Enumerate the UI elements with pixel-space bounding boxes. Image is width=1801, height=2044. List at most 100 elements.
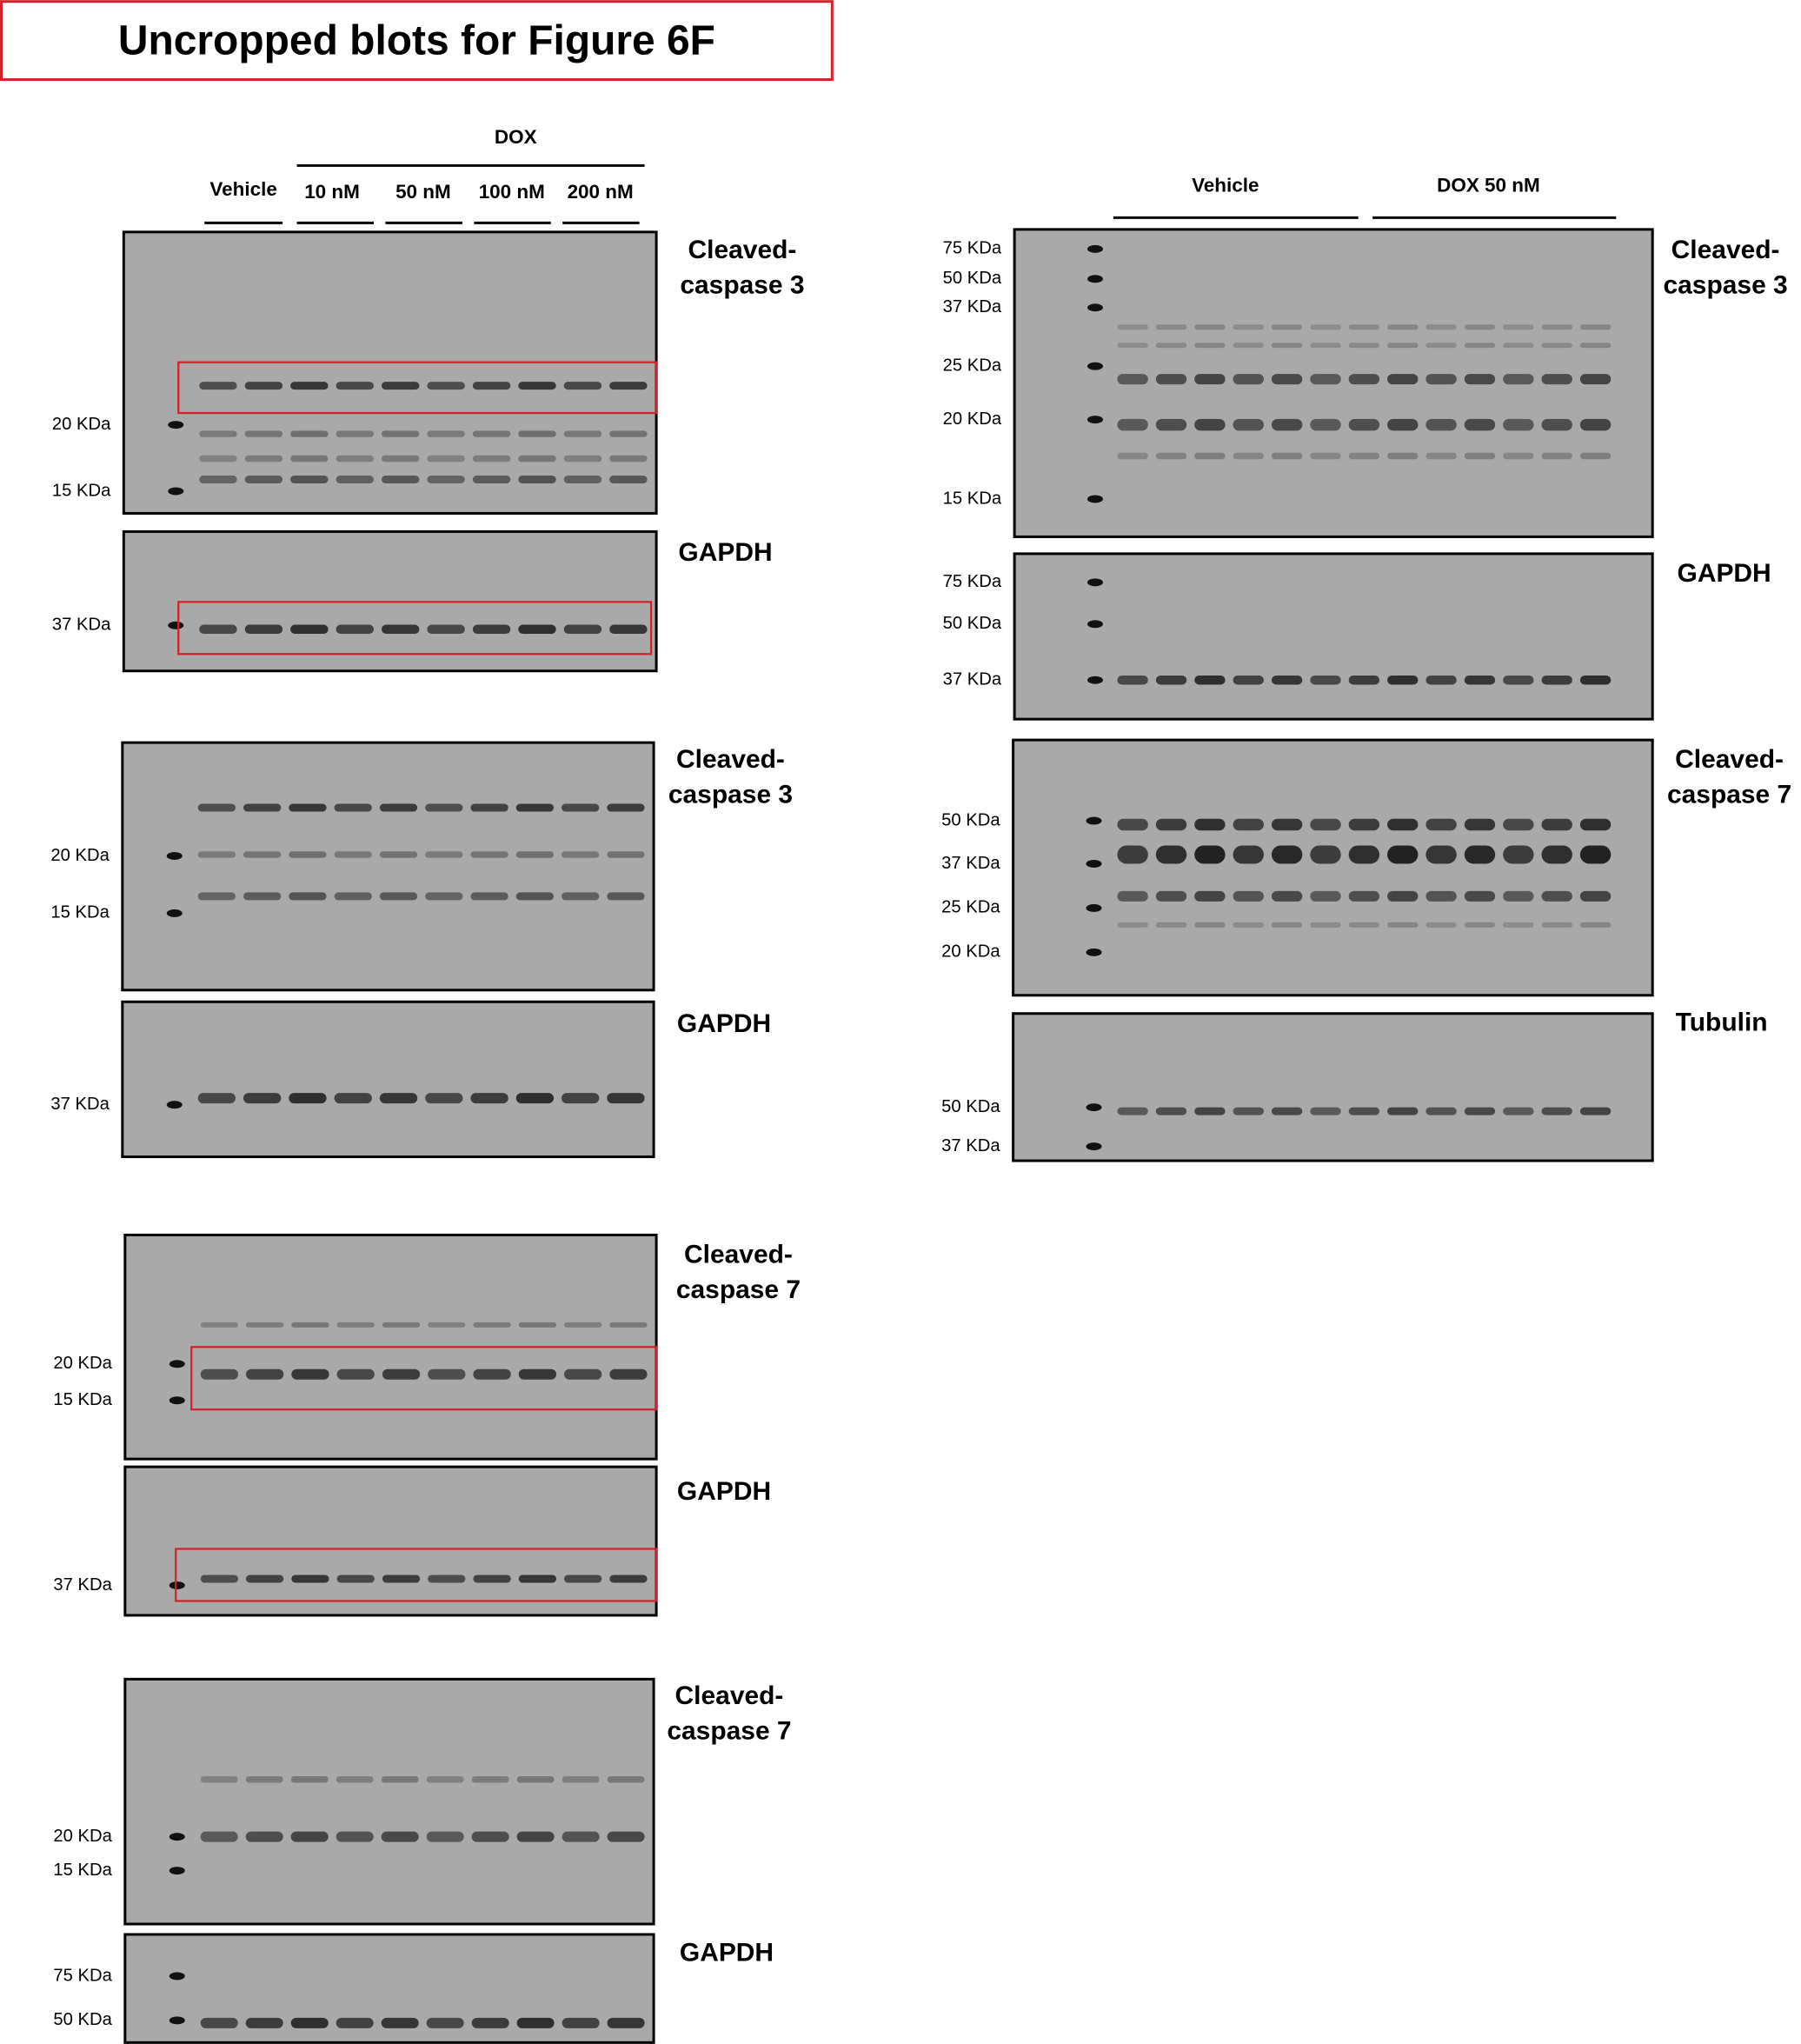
band (334, 1093, 372, 1104)
band (1579, 818, 1612, 831)
band (470, 892, 508, 901)
band (290, 476, 329, 483)
band (200, 1575, 239, 1583)
band (1464, 818, 1496, 831)
ladder-band (1087, 303, 1103, 312)
band (381, 2017, 419, 2028)
band (1194, 890, 1226, 902)
band (245, 1831, 283, 1842)
protein-label: Cleaved- (675, 1681, 784, 1710)
marker-label: 50 KDa (943, 269, 1002, 288)
band (1117, 452, 1148, 460)
band (1310, 922, 1341, 928)
marker-label: 37 KDa (941, 854, 1000, 873)
band (199, 455, 237, 463)
band (290, 455, 329, 463)
band (518, 430, 556, 437)
protein-label: Cleaved- (688, 236, 797, 264)
band (518, 1368, 557, 1380)
band (1194, 845, 1226, 864)
band (1426, 1107, 1457, 1115)
band (1387, 343, 1419, 349)
band (291, 1322, 329, 1328)
band (1503, 890, 1534, 902)
band (564, 1368, 602, 1380)
band (607, 2017, 645, 2028)
band (1117, 374, 1148, 385)
blot (123, 1465, 658, 1617)
band (426, 2017, 464, 2028)
band (1426, 890, 1457, 902)
band (1541, 343, 1572, 349)
band (1194, 418, 1226, 431)
band (291, 1368, 329, 1380)
marker-label: 15 KDa (943, 489, 1002, 508)
band (1541, 675, 1572, 685)
band (609, 624, 648, 635)
ladder-band (169, 1833, 185, 1841)
lane-label: Vehicle (1192, 174, 1259, 196)
band (1233, 890, 1264, 902)
group-label: DOX (495, 126, 537, 148)
marker-label: 75 KDa (53, 1966, 112, 1985)
band (472, 624, 511, 635)
ladder-band (1087, 578, 1103, 587)
band (516, 1775, 555, 1783)
band (1503, 324, 1534, 330)
band (1579, 845, 1612, 864)
band (471, 1775, 509, 1783)
blot (121, 741, 655, 992)
ladder-band (1086, 816, 1102, 825)
band (427, 455, 465, 463)
band (382, 1575, 421, 1583)
band (1271, 675, 1303, 685)
ladder-band (169, 1867, 185, 1875)
band (609, 382, 648, 390)
band (609, 1322, 648, 1328)
band (290, 430, 329, 437)
band (1541, 922, 1572, 928)
band (1503, 452, 1534, 460)
band (1348, 675, 1380, 685)
marker-label: 20 KDa (50, 846, 110, 865)
marker-label: 20 KDa (52, 415, 111, 434)
band (336, 1831, 374, 1842)
lane-label: Vehicle (209, 178, 276, 200)
band (1117, 343, 1148, 349)
band (427, 430, 465, 437)
band (609, 430, 648, 437)
band (200, 1322, 239, 1328)
marker-label: 37 KDa (53, 1575, 112, 1595)
band (472, 430, 511, 437)
band (1233, 324, 1264, 330)
band (336, 1575, 375, 1583)
band (470, 851, 508, 858)
band (336, 2017, 374, 2028)
band (426, 1775, 464, 1783)
ladder-band (1087, 416, 1103, 424)
band (1194, 675, 1226, 685)
marker-label: 15 KDa (53, 1390, 112, 1409)
band (564, 1322, 602, 1328)
ladder-band (1086, 903, 1102, 912)
band (518, 1575, 557, 1583)
band (1155, 343, 1187, 349)
band (427, 476, 465, 483)
lane-label: 100 nM (479, 181, 545, 203)
band (1117, 324, 1148, 330)
protein-label: caspase 3 (668, 780, 793, 809)
band (1348, 818, 1380, 831)
band (1579, 890, 1612, 902)
band (199, 382, 237, 390)
band (563, 382, 602, 390)
band (1194, 343, 1226, 349)
band (562, 2017, 600, 2028)
marker-label: 37 KDa (943, 297, 1002, 316)
ladder-band (1087, 676, 1103, 684)
band (1155, 324, 1187, 330)
band (1310, 818, 1341, 831)
blot (122, 230, 658, 515)
band (289, 1093, 327, 1104)
band (472, 382, 511, 390)
ladder-band (1087, 362, 1103, 370)
